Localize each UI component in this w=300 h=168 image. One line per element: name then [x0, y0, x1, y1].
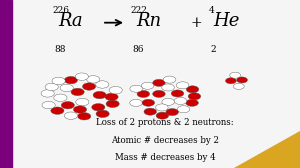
Circle shape	[61, 101, 74, 109]
Text: Mass # decreases by 4: Mass # decreases by 4	[115, 153, 215, 162]
Text: 4: 4	[208, 6, 214, 15]
Text: He: He	[214, 12, 240, 30]
Text: Rn: Rn	[136, 12, 161, 30]
Circle shape	[226, 78, 236, 84]
Circle shape	[142, 99, 155, 106]
Circle shape	[166, 109, 178, 116]
Circle shape	[130, 99, 142, 106]
Text: 226: 226	[52, 6, 70, 15]
Circle shape	[153, 90, 165, 97]
Text: Ra: Ra	[58, 12, 83, 30]
Circle shape	[188, 93, 201, 100]
Polygon shape	[234, 131, 300, 168]
Circle shape	[105, 93, 118, 101]
Circle shape	[60, 84, 73, 92]
Circle shape	[163, 76, 176, 83]
Text: 222: 222	[130, 6, 147, 15]
Circle shape	[71, 88, 84, 96]
Circle shape	[162, 84, 174, 91]
Circle shape	[130, 85, 142, 92]
Circle shape	[64, 76, 77, 84]
Circle shape	[52, 77, 65, 85]
Circle shape	[109, 87, 122, 94]
Circle shape	[186, 86, 199, 93]
Circle shape	[78, 113, 91, 120]
Circle shape	[106, 100, 119, 108]
Text: Atomic # decreases by 2: Atomic # decreases by 2	[111, 136, 219, 145]
Text: Loss of 2 protons & 2 neutrons:: Loss of 2 protons & 2 neutrons:	[96, 118, 234, 127]
Circle shape	[171, 90, 184, 97]
Circle shape	[162, 98, 175, 106]
Circle shape	[93, 91, 106, 99]
Circle shape	[186, 99, 198, 106]
Text: 86: 86	[132, 45, 143, 54]
Circle shape	[75, 73, 88, 80]
Text: 88: 88	[54, 45, 66, 54]
Circle shape	[141, 82, 154, 89]
Circle shape	[51, 107, 64, 114]
Circle shape	[153, 79, 165, 86]
Circle shape	[76, 98, 89, 106]
Circle shape	[137, 90, 150, 97]
Circle shape	[82, 83, 96, 90]
Circle shape	[92, 103, 105, 111]
Circle shape	[156, 112, 169, 119]
Circle shape	[42, 101, 55, 109]
Bar	[0, 0, 12, 168]
Circle shape	[54, 94, 67, 101]
Text: 2: 2	[210, 45, 216, 54]
Circle shape	[74, 106, 87, 113]
Circle shape	[176, 82, 189, 89]
Circle shape	[144, 108, 157, 115]
Text: +: +	[191, 16, 202, 30]
Circle shape	[41, 90, 54, 97]
Circle shape	[174, 97, 187, 104]
Circle shape	[156, 104, 168, 111]
Circle shape	[237, 77, 248, 83]
Circle shape	[87, 76, 100, 83]
Circle shape	[233, 83, 244, 89]
Circle shape	[96, 110, 109, 117]
Circle shape	[64, 112, 78, 119]
Circle shape	[177, 106, 190, 113]
Circle shape	[45, 83, 58, 91]
Circle shape	[96, 81, 109, 88]
Circle shape	[230, 72, 241, 78]
